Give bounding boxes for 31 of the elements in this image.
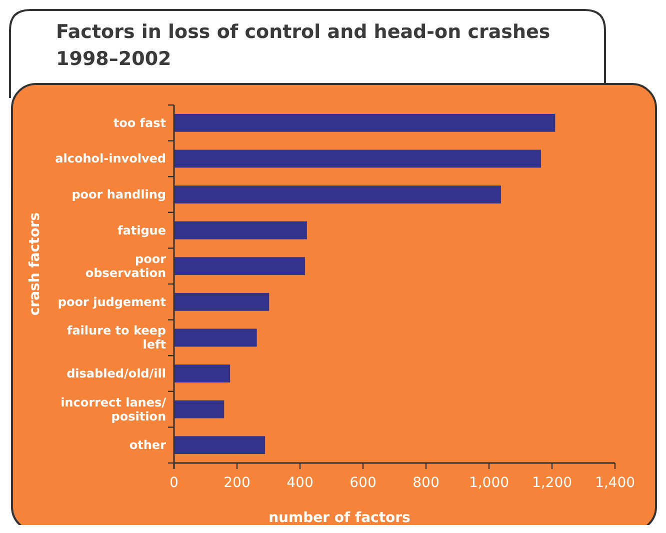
bar: [174, 150, 541, 168]
x-tick-label: 1,000: [468, 475, 510, 491]
bar: [174, 328, 257, 347]
x-tick-label: 800: [412, 475, 440, 491]
bar: [174, 400, 224, 418]
x-tick-label: 600: [350, 475, 376, 491]
y-tick-label: poor handling: [72, 188, 166, 202]
y-tick-label: poor observation: [85, 252, 166, 280]
x-tick-label: 1,400: [594, 475, 636, 491]
y-tick-label: too fast: [113, 116, 166, 130]
chart-title: Factors in loss of control and head-on crashes 1998–2002: [56, 21, 550, 70]
y-tick-label: failure to keep left: [66, 324, 166, 352]
bar: [174, 186, 501, 204]
x-tick-label: 1,200: [532, 475, 572, 491]
x-axis-title: number of factors: [268, 510, 410, 526]
y-tick-label: incorrect lanes/position: [60, 395, 167, 424]
bar: [174, 221, 307, 240]
bar: [174, 364, 230, 382]
bar: [174, 114, 556, 132]
y-tick-label: poor judgement: [58, 294, 166, 309]
x-tick-label: 200: [224, 475, 250, 491]
y-axis-title: crash factors: [27, 212, 43, 316]
x-tick-label: 0: [170, 475, 178, 491]
bar: [174, 436, 266, 454]
y-tick-label: fatigue: [118, 223, 166, 238]
y-tick-label: alcohol-involved: [55, 152, 166, 166]
x-tick-label: 400: [286, 475, 314, 491]
bar: [174, 257, 306, 276]
y-tick-label: disabled/old/ill: [66, 366, 166, 380]
y-tick-label: other: [129, 438, 166, 452]
bar: [174, 292, 270, 311]
